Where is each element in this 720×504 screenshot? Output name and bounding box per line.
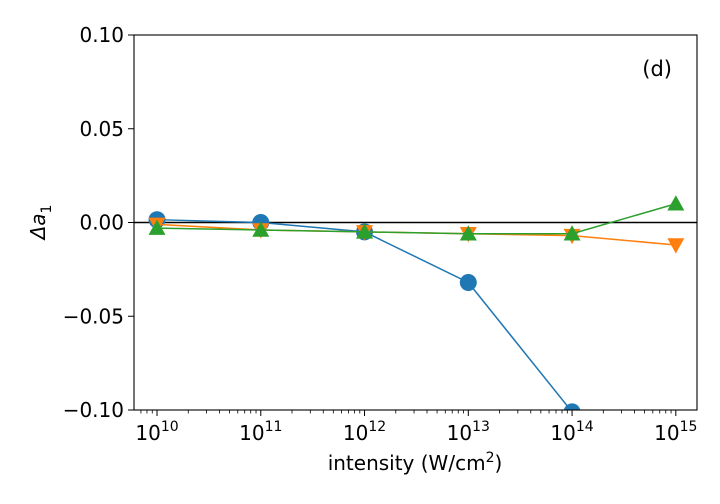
panel-label: (d) bbox=[642, 57, 672, 81]
y-tick-label: 0.00 bbox=[79, 211, 124, 235]
data-point bbox=[563, 403, 581, 410]
data-point bbox=[459, 225, 477, 241]
series-line bbox=[157, 203, 677, 235]
series-1 bbox=[148, 211, 581, 410]
data-point bbox=[459, 274, 477, 291]
x-axis-label: intensity (W/cm2) bbox=[328, 450, 503, 475]
x-tick-label: 1013 bbox=[447, 419, 490, 445]
x-tick-label: 1015 bbox=[654, 419, 697, 445]
data-point bbox=[563, 225, 581, 241]
y-tick-label: −0.05 bbox=[63, 304, 124, 328]
y-tick-label: 0.05 bbox=[79, 117, 124, 141]
data-point bbox=[667, 238, 685, 254]
x-tick-label: 1014 bbox=[550, 419, 593, 445]
y-tick-label: −0.10 bbox=[63, 398, 124, 422]
x-tick-label: 1012 bbox=[343, 419, 386, 445]
series-3 bbox=[148, 195, 685, 241]
series-line bbox=[156, 223, 676, 246]
data-point bbox=[356, 223, 374, 239]
data-point bbox=[252, 221, 270, 237]
x-tick-label: 1010 bbox=[135, 419, 178, 445]
y-axis-label: Δa1 bbox=[26, 205, 55, 242]
series-line bbox=[156, 218, 572, 410]
y-tick-label: 0.10 bbox=[79, 23, 124, 47]
data-point bbox=[667, 195, 685, 211]
x-tick-label: 1011 bbox=[239, 419, 282, 445]
data-point bbox=[148, 219, 166, 235]
